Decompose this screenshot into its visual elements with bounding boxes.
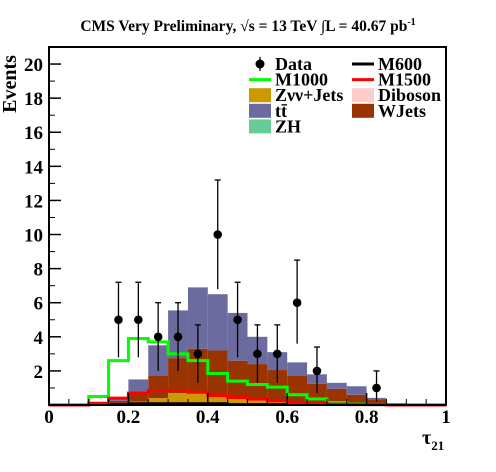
data-point-11 xyxy=(372,383,381,393)
data-point-2 xyxy=(153,332,163,342)
legend-right-0-label: M600 xyxy=(378,54,422,74)
y-axis-title: Events xyxy=(0,55,21,113)
x-tick-label-0: 0 xyxy=(44,407,54,428)
data-point-9 xyxy=(292,298,302,308)
y-tick-label-7: 16 xyxy=(24,123,43,144)
legend-right-3-label: WJets xyxy=(378,101,426,121)
x-axis-title-main: τ xyxy=(422,427,431,449)
legend-left-4-label: ZH xyxy=(275,116,301,136)
data-point-3 xyxy=(173,332,183,342)
stack-bar-series-1-bin-15 xyxy=(346,394,367,405)
x-tick-label-4: 0.8 xyxy=(355,407,379,428)
chart-title-main: CMS Very Preliminary, √s = 13 TeV ∫L = 4… xyxy=(80,18,407,35)
stack-bar-series-0-bin-8 xyxy=(207,395,228,405)
chart-title-superscript: -1 xyxy=(407,17,415,28)
stack-bar-series-2-bin-4 xyxy=(128,379,149,393)
y-tick-label-6: 14 xyxy=(24,157,44,178)
stack-bar-series-0-bin-9 xyxy=(227,399,248,405)
legend-left-4-swatch xyxy=(249,119,271,134)
x-tick-label-5: 1 xyxy=(441,407,451,428)
stack-bar-series-1-bin-16 xyxy=(366,399,387,405)
legend-left-2-label: Zνν+Jets xyxy=(275,85,343,105)
stack-bar-series-1-bin-12 xyxy=(287,376,308,403)
stack-bar-series-1-bin-5 xyxy=(148,376,169,399)
y-tick-label-5: 12 xyxy=(24,191,43,212)
y-tick-label-1: 4 xyxy=(34,328,44,349)
stack-bar-series-2-bin-7 xyxy=(187,287,208,349)
data-point-4 xyxy=(193,349,203,359)
data-points xyxy=(114,179,381,402)
data-point-6 xyxy=(233,315,242,325)
stack-bar-series-1-bin-4 xyxy=(128,392,149,402)
data-point-5 xyxy=(213,230,223,239)
legend-left-2-swatch xyxy=(249,88,271,103)
y-tick-label-0: 2 xyxy=(34,362,44,383)
legend-left-3-label: tt̄ xyxy=(275,101,287,121)
data-point-8 xyxy=(272,349,282,359)
legend-right-1-label: M1500 xyxy=(378,70,431,90)
data-point-1 xyxy=(134,315,143,325)
data-point-0 xyxy=(114,315,123,325)
stack-bar-series-0-bin-10 xyxy=(247,400,268,405)
stack-bar-series-1-bin-6 xyxy=(168,358,188,394)
stack-bar-series-0-bin-6 xyxy=(168,393,188,405)
x-tick-label-2: 0.4 xyxy=(196,407,220,428)
y-tick-label-9: 20 xyxy=(24,55,43,76)
legend-left-1-label: M1000 xyxy=(275,70,328,90)
stack-bar-series-2-bin-15 xyxy=(346,386,367,395)
y-tick-label-8: 18 xyxy=(24,89,43,110)
legend-left-3-swatch xyxy=(249,103,271,118)
legend-right-2-swatch xyxy=(352,88,374,103)
stack-bar-series-0-bin-5 xyxy=(148,398,169,405)
stack-bar-series-1-bin-3 xyxy=(108,400,129,405)
chart-title: CMS Very Preliminary, √s = 13 TeV ∫L = 4… xyxy=(80,17,415,35)
stack-bar-series-1-bin-14 xyxy=(326,388,347,404)
y-tick-label-2: 6 xyxy=(34,294,44,315)
x-tick-label-3: 0.6 xyxy=(275,407,299,428)
legend-right-3-swatch xyxy=(352,103,374,118)
stack-bar-series-2-bin-8 xyxy=(207,294,228,351)
legend-left-0-label: Data xyxy=(275,54,312,74)
y-tick-label-3: 8 xyxy=(34,260,44,281)
data-point-10 xyxy=(312,366,322,376)
stack-bar-series-2-bin-12 xyxy=(287,362,308,377)
y-tick-label-4: 10 xyxy=(24,226,43,247)
data-point-7 xyxy=(253,349,262,359)
x-axis-title: τ21 xyxy=(422,427,444,453)
x-axis-title-subscript: 21 xyxy=(431,438,444,453)
stack-bar-series-2-bin-14 xyxy=(326,382,347,389)
x-tick-label-1: 0.2 xyxy=(117,407,141,428)
stack-bar-series-0-bin-7 xyxy=(187,391,208,405)
legend-right-2-label: Diboson xyxy=(378,85,441,105)
